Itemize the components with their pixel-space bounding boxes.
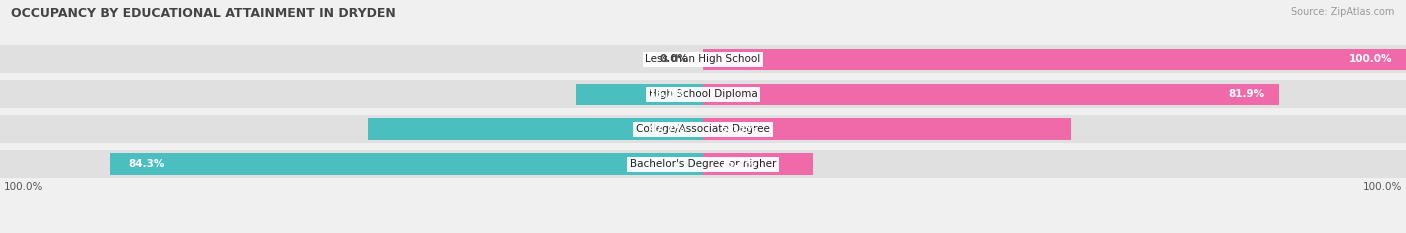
Bar [703,45,1406,73]
Bar [0,115,703,143]
Bar [703,153,813,175]
Text: 52.3%: 52.3% [721,124,756,134]
Bar [0,150,703,178]
Bar [703,115,1406,143]
Text: 100.0%: 100.0% [3,182,44,192]
Bar [368,118,703,140]
Bar [703,150,1406,178]
Text: College/Associate Degree: College/Associate Degree [636,124,770,134]
Bar [0,45,703,73]
Bar [703,118,1071,140]
Text: 100.0%: 100.0% [1348,55,1392,64]
Bar [703,80,1406,108]
Bar [110,153,703,175]
Text: 47.7%: 47.7% [648,124,686,134]
Text: 0.0%: 0.0% [659,55,689,64]
Text: 100.0%: 100.0% [1362,182,1403,192]
Text: Bachelor's Degree or higher: Bachelor's Degree or higher [630,159,776,169]
Text: 18.1%: 18.1% [650,89,686,99]
Bar [703,83,1279,105]
Text: Less than High School: Less than High School [645,55,761,64]
Bar [0,80,703,108]
Text: 81.9%: 81.9% [1229,89,1265,99]
Bar [576,83,703,105]
Text: Source: ZipAtlas.com: Source: ZipAtlas.com [1291,7,1395,17]
Text: OCCUPANCY BY EDUCATIONAL ATTAINMENT IN DRYDEN: OCCUPANCY BY EDUCATIONAL ATTAINMENT IN D… [11,7,396,20]
Text: 15.7%: 15.7% [721,159,756,169]
Text: High School Diploma: High School Diploma [648,89,758,99]
Text: 84.3%: 84.3% [128,159,165,169]
Bar [703,49,1406,70]
